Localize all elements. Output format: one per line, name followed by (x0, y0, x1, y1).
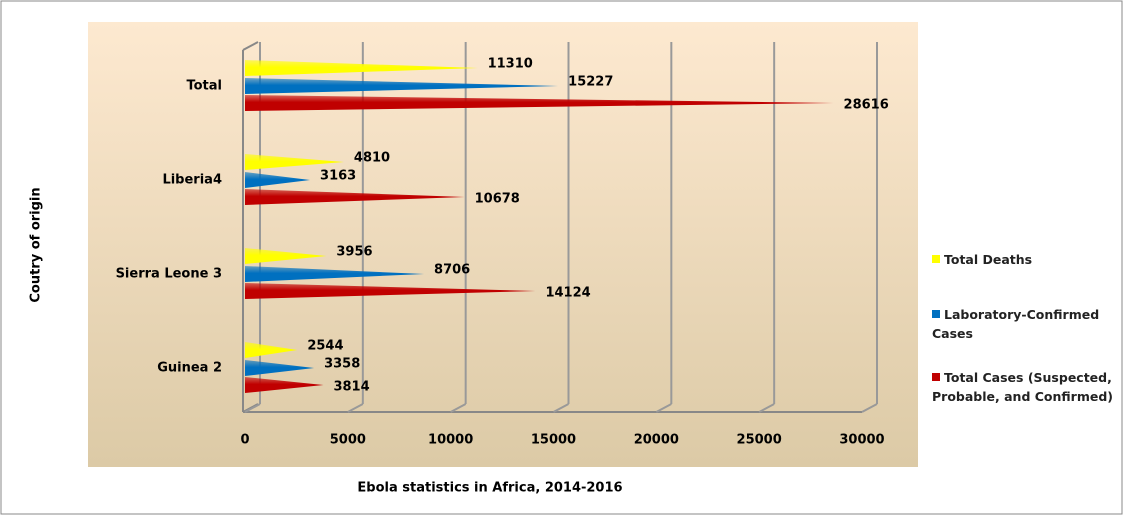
data-label: 4810 (354, 151, 390, 166)
y-tick-label: Liberia4 (162, 173, 222, 188)
legend-label: Laboratory-Confirmed Cases (932, 307, 1100, 341)
x-tick-label: 0 (240, 433, 249, 448)
legend-item: Total Deaths (932, 250, 1122, 269)
grid-line (758, 403, 775, 413)
data-label: 8706 (434, 263, 470, 278)
x-tick-label: 15000 (531, 433, 576, 448)
grid-line (861, 403, 878, 413)
data-label: 3163 (320, 169, 356, 184)
bar (245, 189, 465, 205)
bar (245, 283, 536, 299)
grid-line (244, 403, 261, 413)
legend-swatch (932, 255, 940, 263)
legend-item: Laboratory-Confirmed Cases (932, 305, 1122, 343)
y-tick-label: Sierra Leone 3 (116, 267, 222, 282)
data-label: 3814 (333, 380, 369, 395)
data-label: 15227 (568, 75, 613, 90)
bar (245, 95, 834, 111)
legend-swatch (932, 373, 940, 381)
data-label: 3956 (336, 245, 372, 260)
legend-swatch (932, 310, 940, 318)
legend-label: Total Cases (Suspected, Probable, and Co… (932, 370, 1113, 404)
data-label: 3358 (324, 357, 360, 372)
bar (245, 154, 344, 170)
x-tick-label: 30000 (839, 433, 884, 448)
legend-item: Total Cases (Suspected, Probable, and Co… (932, 368, 1122, 406)
x-tick-label: 25000 (737, 433, 782, 448)
bar (245, 172, 311, 188)
x-axis-label: Ebola statistics in Africa, 2014-2016 (357, 481, 622, 496)
x-tick-label: 10000 (428, 433, 473, 448)
bar (245, 342, 298, 358)
x-tick-label: 20000 (634, 433, 679, 448)
plot-area (88, 22, 918, 467)
data-label: 11310 (488, 57, 533, 72)
bar (245, 266, 425, 282)
grid-line (655, 403, 672, 413)
axis-line (242, 41, 259, 51)
grid-line (553, 403, 569, 413)
data-label: 10678 (475, 192, 520, 207)
bar (245, 360, 315, 376)
data-label: 2544 (307, 339, 343, 354)
y-axis-label: Coutry of origin (29, 187, 44, 302)
y-tick-label: Total (186, 79, 222, 94)
bar (245, 248, 327, 264)
grid-line (450, 403, 467, 413)
x-tick-label: 5000 (330, 433, 366, 448)
data-label: 14124 (545, 286, 590, 301)
data-label: 28616 (844, 98, 889, 113)
legend-label: Total Deaths (944, 252, 1033, 267)
y-tick-label: Guinea 2 (157, 361, 222, 376)
bar (245, 377, 324, 393)
bar (245, 78, 559, 94)
bar (245, 60, 478, 76)
grid-line (347, 403, 364, 413)
